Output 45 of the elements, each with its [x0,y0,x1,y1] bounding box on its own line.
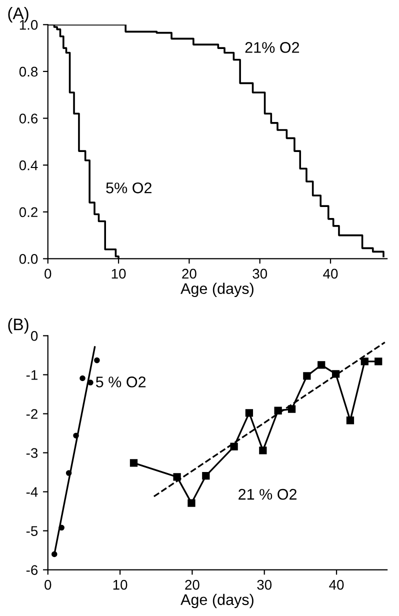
x-tick-label: 0 [44,268,52,279]
point [230,442,238,450]
point [259,446,267,454]
point [188,499,196,507]
x-tick-label: 30 [252,268,268,279]
text: 21 % O2 [238,488,296,500]
series-label: 21% O2 [245,42,300,53]
y-tick-label: -4 [26,487,38,497]
y-tick-label: 0.8 [19,66,38,77]
x-tick-label: 20 [182,268,196,279]
point [303,372,311,380]
x-tick-label: 10 [113,580,128,590]
point [360,358,368,366]
point [245,409,254,417]
point [318,361,326,369]
series-label: 5 % O2 [96,376,146,388]
x-tick-label: 10 [112,268,126,279]
x-tick-label: 20 [185,580,200,590]
point [173,473,181,481]
point [288,405,296,413]
x-tick-label: 40 [323,268,338,279]
x-tick-label: 0 [44,580,52,590]
chart-title: (B) [8,318,28,334]
point [130,459,138,467]
point [374,358,382,366]
point [202,472,210,480]
point [274,406,282,414]
x-axis-title: Age (days) [180,282,254,298]
y-tick-label: -5 [26,526,38,536]
y-tick-label: -6 [26,565,38,575]
point [80,375,86,382]
y-tick-label: 0.0 [19,254,38,264]
y-tick-label: 0.4 [19,160,38,170]
point [346,416,354,424]
x-axis-title: Age (days) [180,594,254,608]
point [94,357,100,364]
x-tick-label: 40 [329,580,344,590]
x-tick-label: 30 [257,580,272,590]
y-tick-label: 0.6 [19,114,38,124]
y-tick-label: -1 [26,370,38,380]
series-label: 5% O2 [106,182,152,194]
y-tick-label: 0 [30,331,38,341]
y-tick-label: -3 [26,448,38,458]
y-tick-label: 0.2 [19,207,38,218]
y-tick-label: -2 [26,409,38,419]
